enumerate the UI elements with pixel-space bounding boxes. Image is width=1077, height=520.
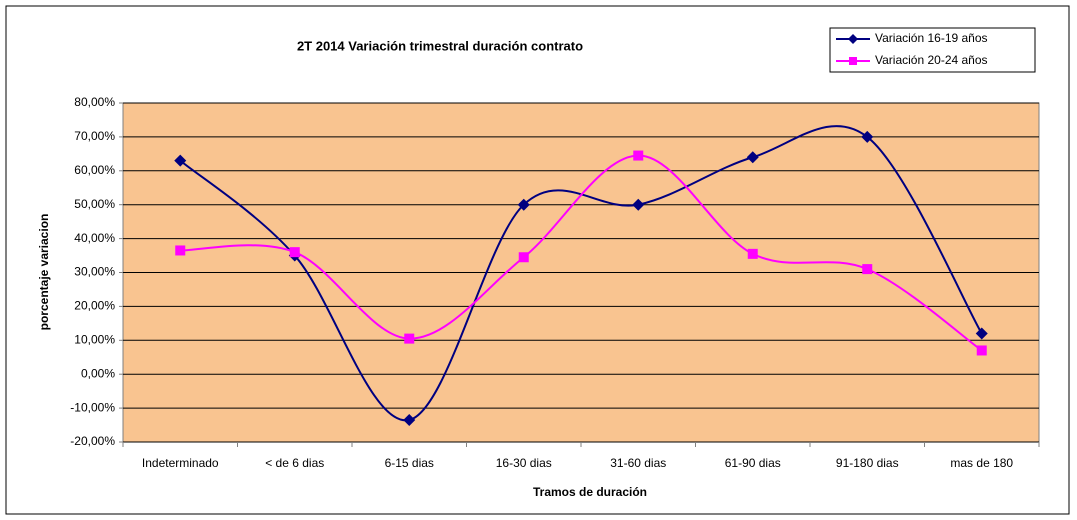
marker [747, 248, 758, 259]
marker [632, 198, 645, 211]
y-tick-label: 0,00% [81, 366, 115, 380]
y-tick-label: 10,00% [74, 332, 115, 346]
y-tick-label: 60,00% [74, 163, 115, 177]
x-tick-label: 61-90 dias [725, 456, 781, 470]
x-tick-label: 6-15 dias [385, 456, 434, 470]
x-axis-title: Tramos de duración [533, 485, 647, 499]
x-tick-label: Indeterminado [142, 456, 219, 470]
legend-marker [849, 57, 857, 65]
marker [403, 413, 416, 426]
x-tick-label: < de 6 dias [265, 456, 324, 470]
chart-title: 2T 2014 Variación trimestral duración co… [297, 38, 583, 53]
y-tick-label: 40,00% [74, 231, 115, 245]
marker [976, 345, 987, 356]
legend-label: Variación 16-19 años [875, 31, 988, 45]
y-tick-label: 20,00% [74, 299, 115, 313]
legend-label: Variación 20-24 años [875, 53, 988, 67]
marker [518, 252, 529, 263]
marker [862, 264, 873, 275]
marker [404, 333, 415, 344]
marker [633, 150, 644, 161]
y-axis-title: porcentaje variacion [37, 214, 51, 331]
marker [517, 198, 530, 211]
x-tick-label: 91-180 dias [836, 456, 899, 470]
marker [289, 247, 300, 258]
legend-box [829, 27, 1036, 73]
marker [746, 151, 759, 164]
legend-marker [848, 34, 858, 44]
y-tick-label: 50,00% [74, 197, 115, 211]
x-tick-label: 16-30 dias [496, 456, 552, 470]
x-tick-label: 31-60 dias [610, 456, 666, 470]
y-tick-label: 70,00% [74, 129, 115, 143]
marker [175, 245, 186, 256]
x-tick-label: mas de 180 [950, 456, 1013, 470]
series-line [180, 154, 983, 352]
marker [975, 327, 988, 340]
marker [174, 154, 187, 167]
marker [861, 130, 874, 143]
y-tick-label: 80,00% [74, 95, 115, 109]
y-tick-label: -20,00% [70, 434, 115, 448]
y-tick-label: -10,00% [70, 400, 115, 414]
y-tick-label: 30,00% [74, 265, 115, 279]
